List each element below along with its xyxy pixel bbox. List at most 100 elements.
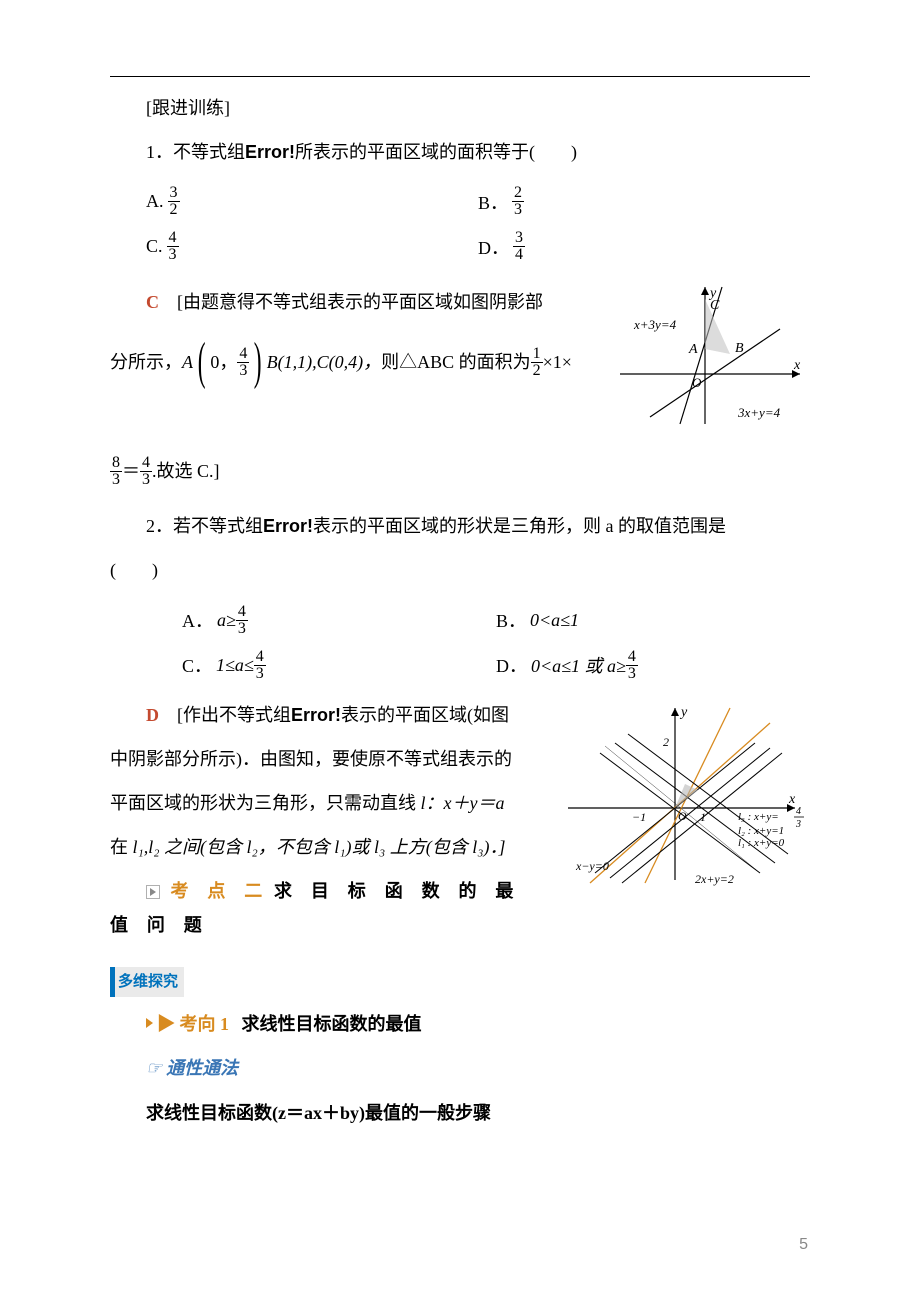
- q2-b-text: 0<a≤1: [530, 610, 579, 631]
- q2-sol-l3l: l：x＋y＝a: [421, 793, 505, 813]
- q2-opt-a: A． a≥ 43: [182, 598, 496, 643]
- hand-point-icon: ☞: [146, 1058, 162, 1078]
- section2-tag: 多维探究: [110, 963, 810, 998]
- q2-sol-err: Error!: [291, 705, 341, 725]
- page-top-rule: [110, 76, 810, 77]
- q1-opt-c: C. 43: [146, 224, 478, 269]
- q2-a-frac: 43: [236, 604, 248, 637]
- q1-a-frac: 32: [168, 185, 180, 218]
- direction1-marker: ▶ 考向 1: [157, 1014, 229, 1034]
- q1-sol-B: B(1,1),: [267, 339, 317, 386]
- q1-half: 12: [531, 346, 543, 379]
- method-heading: ☞通性通法: [110, 1051, 810, 1085]
- method-body-text: 求线性目标函数(z＝ax＋by)最值的一般步骤: [146, 1103, 491, 1123]
- q1-paren: ( 0， 43 ): [193, 336, 267, 388]
- q1-line1: x+3y=4: [633, 317, 677, 332]
- q1-l3-end: .故选 C.]: [152, 448, 220, 495]
- q1-options: A. 32 B． 23 C. 43 D． 34: [146, 179, 810, 269]
- q2-a-label: A．: [182, 607, 213, 633]
- q1-opt-d: D． 34: [478, 224, 810, 269]
- play-box-icon: [146, 885, 160, 899]
- q1-solution-l2: 分所示， A ( 0， 43 ) B(1,1), C(0,4)， 则△ABC 的…: [110, 336, 602, 388]
- q1-A-frac: 43: [237, 346, 249, 379]
- q2-l2: l₂ : x+y=1: [738, 825, 784, 837]
- q2-opt-b: B． 0<a≤1: [496, 598, 810, 643]
- q2-stem-post: 表示的平面区域的形状是三角形，则 a 的取值范围是: [313, 516, 726, 536]
- q1-paren-l: (: [198, 336, 206, 388]
- q1-figure: y x O A B C x+3y=4 3x+y=4: [610, 279, 810, 434]
- q1-paren-r: ): [254, 336, 262, 388]
- q2-sol-post: 表示的平面区域(如图: [341, 705, 509, 725]
- q1-l3-f1: 83: [110, 455, 122, 488]
- q1-sol-l2a: 分所示，: [110, 339, 182, 386]
- q2-axis-x: x: [788, 792, 796, 807]
- q1-c-label: C.: [146, 236, 163, 257]
- q1-solution-l3: 83 ＝ 43 .故选 C.]: [110, 448, 810, 495]
- q1-b-frac: 23: [512, 185, 524, 218]
- q2-sol-l4b: l₁,l₂ 之间(包含 l₂，不包含 l₁)或 l₃ 上方(包含 l₃)．]: [133, 837, 506, 857]
- q2-n1: −1: [632, 810, 646, 824]
- q1-a-label: A.: [146, 191, 164, 212]
- q1-tail-x: ×1×: [543, 339, 572, 386]
- direction1-text: 求线性目标函数的最值: [242, 1014, 422, 1034]
- q1-pt-b: B: [735, 341, 744, 356]
- q2-opt-d: D． 0<a≤1 或 a≥ 43: [496, 643, 810, 688]
- q1-sol-A: A: [182, 339, 193, 386]
- q1-pt-a: A: [688, 342, 698, 357]
- q1-sol-mid: 则△ABC 的面积为: [381, 339, 531, 386]
- q2-l1: l₁ : x+y=0: [738, 837, 785, 849]
- q1-c-frac: 43: [167, 230, 179, 263]
- q1-stem-post: 所表示的平面区域的面积等于( ): [295, 142, 577, 162]
- q2-txy: 2x+y=2: [695, 872, 734, 886]
- q2-l3-pre: l₃ : x+y=: [738, 811, 779, 823]
- q2-b-label: B．: [496, 607, 526, 633]
- q2-error: Error!: [263, 516, 313, 536]
- q2-options: A． a≥ 43 B． 0<a≤1 C． 1≤a≤ 43 D． 0<a≤1 或 …: [182, 598, 810, 688]
- q2-figure-svg: y x O 2 −1 1 x−y=0 2x+y=2: [560, 698, 810, 888]
- page-number: 5: [799, 1236, 808, 1254]
- q1-d-frac: 34: [513, 230, 525, 263]
- q1-b-label: B．: [478, 189, 508, 215]
- page-content: [跟进训练] 1．不等式组Error!所表示的平面区域的面积等于( ) A. 3…: [0, 91, 920, 1130]
- q1-stem: 1．不等式组Error!所表示的平面区域的面积等于( ): [110, 135, 810, 169]
- q2-opt-c: C． 1≤a≤ 43: [182, 643, 496, 688]
- q1-A-inner-pre: 0，: [210, 339, 237, 386]
- q2-c-frac: 43: [254, 649, 266, 682]
- q2-c-label: C．: [182, 652, 212, 678]
- section2-pre: 考 点 二: [171, 881, 270, 901]
- method-body: 求线性目标函数(z＝ax＋by)最值的一般步骤: [110, 1096, 810, 1130]
- q1-sol-C: C(0,4)，: [317, 339, 382, 386]
- q1-d-label: D．: [478, 234, 509, 260]
- q2-d-frac: 43: [626, 649, 638, 682]
- q2-t2: 2: [663, 735, 669, 749]
- q1-error: Error!: [245, 142, 295, 162]
- q1-l3-f2: 43: [140, 455, 152, 488]
- q2-sol-pre: [作出不等式组: [159, 705, 291, 725]
- q1-answer: C: [146, 292, 159, 312]
- q2-axis-y: y: [679, 705, 688, 720]
- q1-line2: 3x+y=4: [737, 405, 781, 420]
- q2-l3-den: 3: [795, 819, 801, 830]
- q2-a-pre: a≥: [217, 610, 236, 631]
- q2-stem-pre: 2．若不等式组: [146, 516, 263, 536]
- q2-stem: 2．若不等式组Error!表示的平面区域的形状是三角形，则 a 的取值范围是: [110, 509, 810, 543]
- q2-sol-l3a: 平面区域的形状为三角形，只需动直线: [110, 793, 421, 813]
- q2-d-pre: 0<a≤1 或 a≥: [531, 652, 626, 678]
- q2-c-pre: 1≤a≤: [216, 655, 254, 676]
- q2-sol-l4a: 在: [110, 837, 133, 857]
- q2-paren: ( ): [110, 553, 810, 587]
- followup-heading: [跟进训练]: [110, 91, 810, 125]
- q1-figure-svg: y x O A B C x+3y=4 3x+y=4: [610, 279, 810, 429]
- q1-opt-b: B． 23: [478, 179, 810, 224]
- q2-figure: y x O 2 −1 1 x−y=0 2x+y=2: [560, 698, 810, 893]
- direction1-heading: ▶ 考向 1 求线性目标函数的最值: [110, 1007, 810, 1041]
- q2-answer: D: [146, 705, 159, 725]
- triangle-play-icon: [146, 1018, 153, 1028]
- q1-opt-a: A. 32: [146, 179, 478, 224]
- q2-l3-num: 4: [796, 806, 801, 817]
- q1-sol-pre: [由题意得不等式组表示的平面区域如图阴影部: [159, 292, 543, 312]
- method-text: 通性通法: [166, 1058, 238, 1078]
- q1-axis-x: x: [793, 358, 801, 373]
- q1-pt-c: C: [710, 298, 720, 313]
- q1-l3-eq: ＝: [122, 448, 140, 495]
